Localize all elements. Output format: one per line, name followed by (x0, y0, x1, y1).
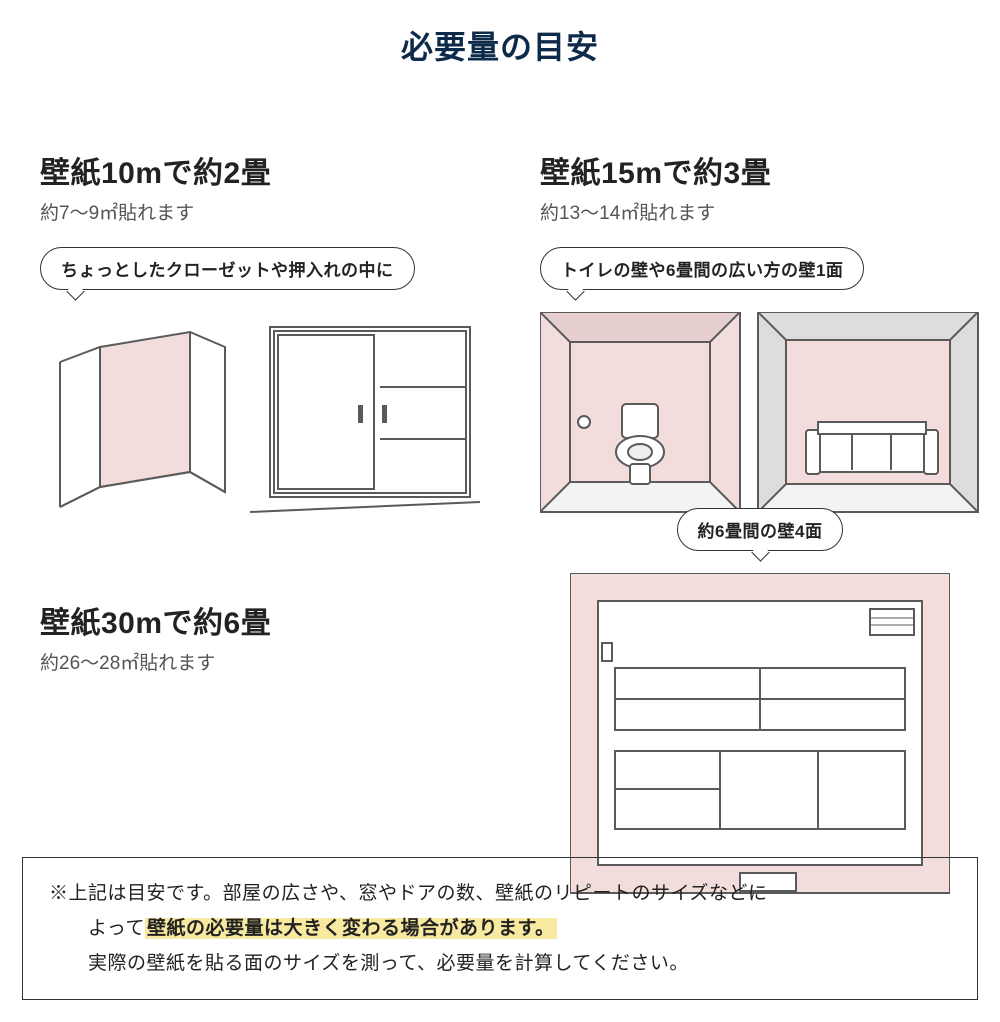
panel-10m-sub: 約7～9㎡貼れます (40, 198, 490, 225)
content-grid: 壁紙10mで約2畳 約7～9㎡貼れます ちょっとしたクローゼットや押入れの中に (0, 68, 1000, 888)
panel-30m: 壁紙30mで約6畳 約26～28㎡貼れます (40, 598, 480, 675)
panel-15m-title: 壁紙15mで約3畳 (540, 148, 980, 192)
panel-15m-sub: 約13～14㎡貼れます (540, 198, 980, 225)
panel-15m-illustration (540, 312, 980, 522)
disclaimer-line-1: ※上記は目安です。部屋の広さや、窓やドアの数、壁紙のリピートのサイズなどに (49, 876, 951, 911)
panel-10m-title: 壁紙10mで約2畳 (40, 148, 490, 192)
panel-15m-bubble: トイレの壁や6畳間の広い方の壁1面 (540, 247, 864, 290)
panel-floorplan: 約6畳間の壁4面 (540, 508, 980, 903)
disclaimer-highlight: 壁紙の必要量は大きく変わる場合があります。 (145, 918, 557, 939)
panel-30m-title: 壁紙30mで約6畳 (40, 598, 480, 642)
disclaimer-box: ※上記は目安です。部屋の広さや、窓やドアの数、壁紙のリピートのサイズなどに よっ… (22, 857, 978, 1000)
panel-15m: 壁紙15mで約3畳 約13～14㎡貼れます トイレの壁や6畳間の広い方の壁1面 (540, 148, 980, 522)
panel-10m-illustration (40, 312, 490, 522)
page-title: 必要量の目安 (0, 22, 1000, 68)
panel-10m-bubble: ちょっとしたクローゼットや押入れの中に (40, 247, 415, 290)
disclaimer-line-2: よって壁紙の必要量は大きく変わる場合があります。 (49, 911, 951, 946)
panel-floorplan-illustration (540, 573, 980, 903)
disclaimer-line-3: 実際の壁紙を貼る面のサイズを測って、必要量を計算してください。 (49, 946, 951, 981)
panel-30m-sub: 約26～28㎡貼れます (40, 648, 480, 675)
disclaimer-line-2a: よって (49, 918, 145, 939)
panel-10m: 壁紙10mで約2畳 約7～9㎡貼れます ちょっとしたクローゼットや押入れの中に (40, 148, 490, 522)
panel-floorplan-bubble: 約6畳間の壁4面 (677, 508, 844, 551)
